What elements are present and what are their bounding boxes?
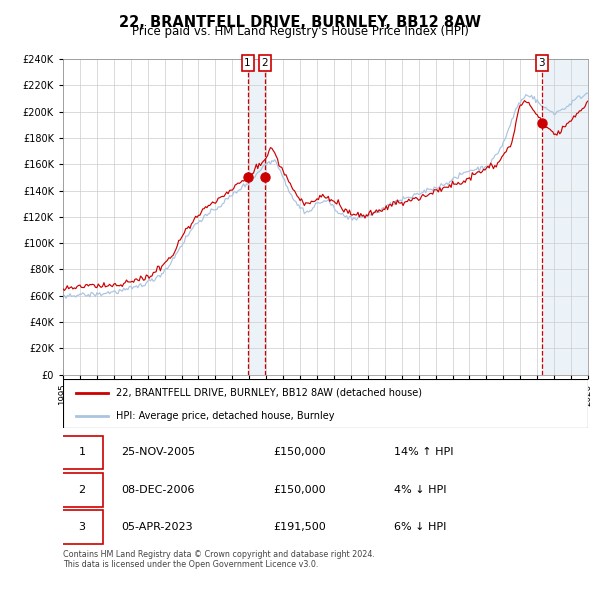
Text: 3: 3 [538, 58, 545, 68]
Text: 2: 2 [79, 485, 85, 494]
Text: £150,000: £150,000 [273, 485, 326, 494]
Text: 22, BRANTFELL DRIVE, BURNLEY, BB12 8AW: 22, BRANTFELL DRIVE, BURNLEY, BB12 8AW [119, 15, 481, 30]
Text: HPI: Average price, detached house, Burnley: HPI: Average price, detached house, Burn… [115, 411, 334, 421]
Text: 25-NOV-2005: 25-NOV-2005 [121, 447, 195, 457]
Text: 1: 1 [79, 447, 85, 457]
Text: 2: 2 [262, 58, 268, 68]
Text: 1: 1 [244, 58, 251, 68]
Bar [542, 59, 590, 375]
Text: 6% ↓ HPI: 6% ↓ HPI [394, 522, 446, 532]
Text: 08-DEC-2006: 08-DEC-2006 [121, 485, 194, 494]
FancyBboxPatch shape [61, 510, 103, 544]
Text: 14% ↑ HPI: 14% ↑ HPI [394, 447, 453, 457]
FancyBboxPatch shape [61, 435, 103, 469]
Text: Contains HM Land Registry data © Crown copyright and database right 2024.
This d: Contains HM Land Registry data © Crown c… [63, 550, 375, 569]
Text: Price paid vs. HM Land Registry's House Price Index (HPI): Price paid vs. HM Land Registry's House … [131, 25, 469, 38]
Bar [248, 59, 266, 375]
Text: 05-APR-2023: 05-APR-2023 [121, 522, 193, 532]
Text: 4% ↓ HPI: 4% ↓ HPI [394, 485, 446, 494]
Text: 3: 3 [79, 522, 85, 532]
Text: £191,500: £191,500 [273, 522, 326, 532]
Text: 22, BRANTFELL DRIVE, BURNLEY, BB12 8AW (detached house): 22, BRANTFELL DRIVE, BURNLEY, BB12 8AW (… [115, 388, 421, 398]
FancyBboxPatch shape [63, 379, 588, 428]
Text: £150,000: £150,000 [273, 447, 326, 457]
FancyBboxPatch shape [61, 473, 103, 506]
